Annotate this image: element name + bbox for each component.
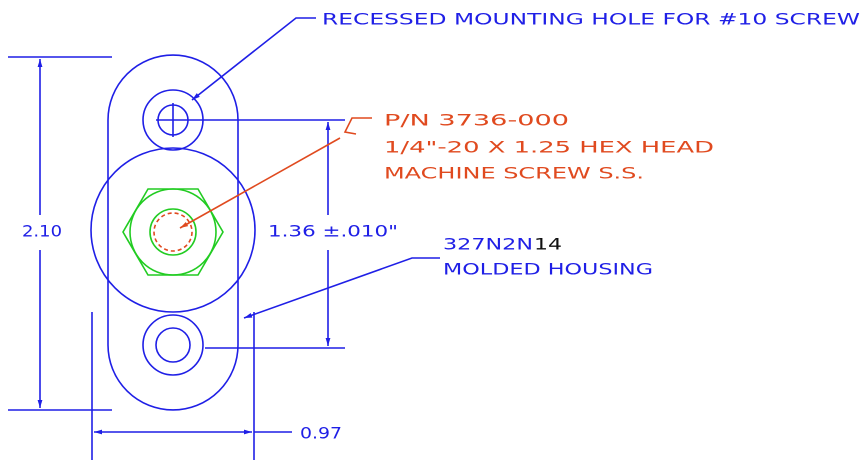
width-dimension: 0.97 [300,424,342,443]
screw-type: MACHINE SCREW S.S. [384,164,644,183]
screw [122,188,224,276]
hole-spacing-dimension: 1.36 ±.010" [268,222,398,241]
dimension-lines [8,56,345,460]
housing-code: 327N2N [443,235,533,254]
screw-size: 1/4"-20 X 1.25 HEX HEAD [384,138,714,157]
leaders [179,17,440,319]
mounting-hole-label: RECESSED MOUNTING HOLE FOR #10 SCREW [322,10,860,29]
housing-name: MOLDED HOUSING [443,260,653,279]
height-dimension: 2.10 [22,222,62,241]
housing [90,54,256,411]
part-number: P/N 3736-000 [384,111,569,130]
housing-code-suffix: 14 [534,235,562,254]
